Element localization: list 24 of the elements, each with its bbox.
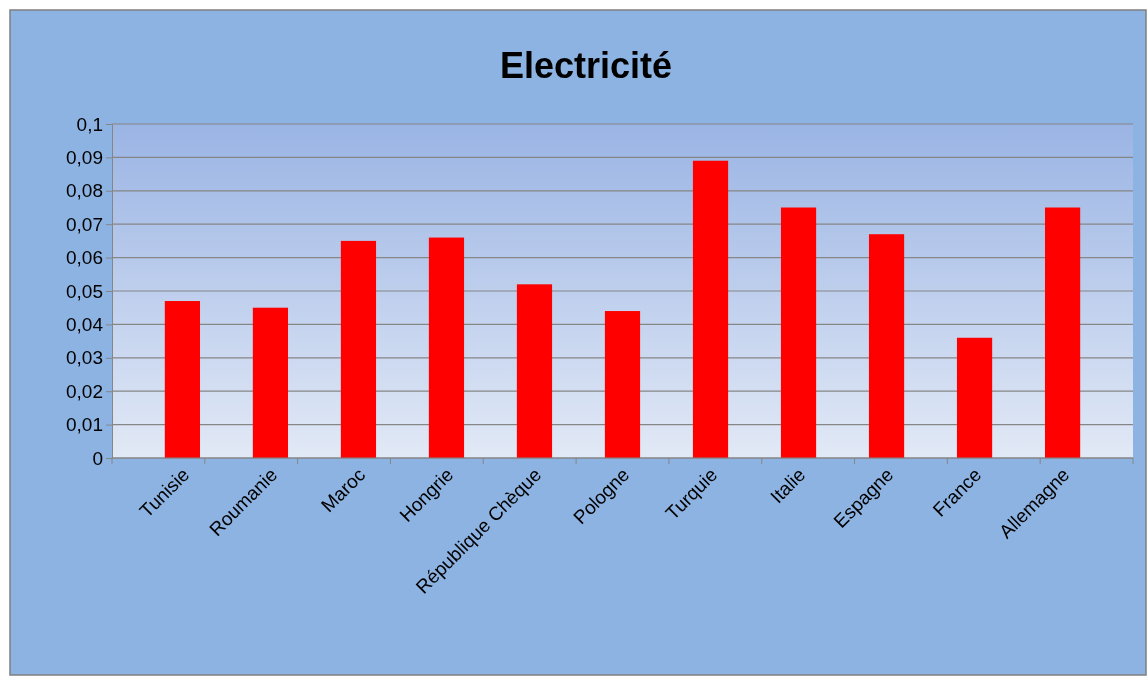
bar — [780, 207, 817, 458]
y-tick-label: 0,09 — [66, 146, 103, 168]
bar — [340, 240, 377, 458]
y-tick-label: 0,01 — [66, 414, 103, 436]
x-tick-label: Italie — [766, 463, 810, 508]
bar — [604, 311, 641, 458]
bar — [956, 337, 993, 458]
bar — [428, 237, 465, 458]
bar — [516, 284, 553, 458]
bar — [692, 160, 729, 458]
y-tick-label: 0,1 — [76, 113, 103, 135]
y-tick-label: 0,07 — [66, 213, 103, 235]
bar — [1044, 207, 1081, 458]
y-tick-label: 0 — [92, 447, 103, 469]
y-tick-label: 0,08 — [66, 180, 103, 202]
y-tick-label: 0,02 — [66, 380, 103, 402]
y-tick-label: 0,06 — [66, 247, 103, 269]
chart-title: Electricité — [499, 45, 673, 86]
bar — [252, 307, 289, 458]
bar — [868, 234, 905, 458]
bar — [164, 301, 201, 458]
y-tick-label: 0,05 — [66, 280, 103, 302]
y-tick-label: 0,03 — [66, 347, 103, 369]
y-tick-label: 0,04 — [66, 313, 104, 335]
